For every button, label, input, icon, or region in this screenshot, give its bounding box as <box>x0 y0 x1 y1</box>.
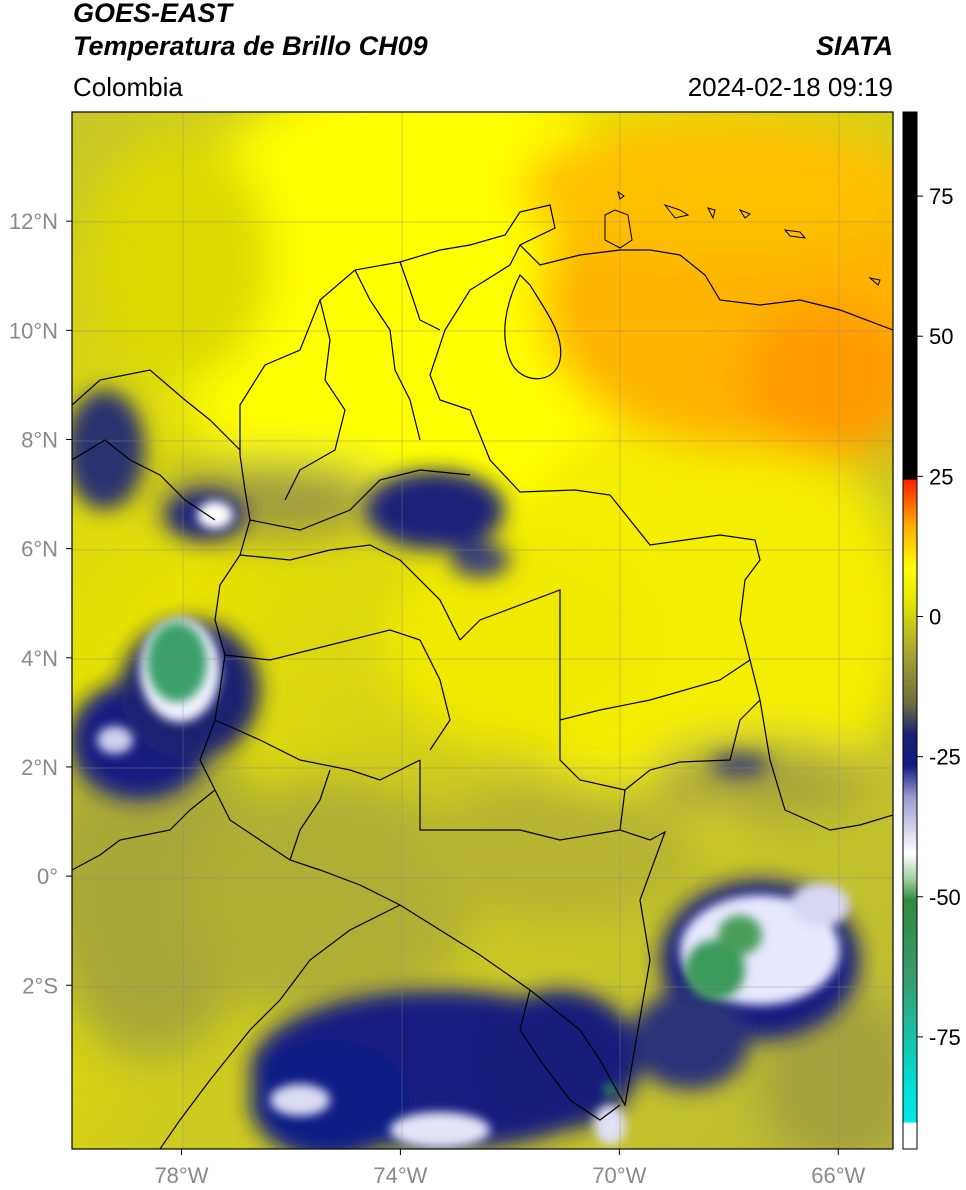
brightness-temperature-field <box>72 112 893 1149</box>
colorbar-tick-label: -75 <box>929 1025 961 1050</box>
lat-label: 10°N <box>9 318 58 343</box>
datetime-label: 2024-02-18 09:19 <box>687 72 893 102</box>
colorbar-gradient <box>903 112 917 1149</box>
satellite-title: GOES-EAST <box>73 0 233 28</box>
lon-label: 74°W <box>373 1163 427 1188</box>
colorbar-ticks: 75 50 25 0 -25 -50 -75 <box>917 184 961 1050</box>
colorbar-tick-label: 0 <box>929 604 941 629</box>
colorbar-tick-label: -25 <box>929 745 961 770</box>
lat-label: 2°N <box>21 755 58 780</box>
longitude-labels: 78°W 74°W 70°W 66°W <box>154 1163 865 1188</box>
product-title: Temperatura de Brillo CH09 <box>73 31 428 61</box>
lat-label: 6°N <box>21 537 58 562</box>
lat-label: 4°N <box>21 646 58 671</box>
lon-label: 70°W <box>592 1163 646 1188</box>
brand-label: SIATA <box>816 31 893 61</box>
caribbean-islands <box>604 190 881 286</box>
country-borders <box>72 204 893 1149</box>
colorbar-tick-label: 75 <box>929 184 953 209</box>
colorbar-frame <box>902 111 918 1150</box>
latitude-labels: 12°N 10°N 8°N 6°N 4°N 2°N 0° 2°S <box>9 209 58 998</box>
colorbar-tick-label: -50 <box>929 885 961 910</box>
region-label: Colombia <box>73 72 183 102</box>
axis-ticks <box>66 220 839 1155</box>
colorbar-tick-label: 50 <box>929 324 953 349</box>
lat-label: 2°S <box>22 973 58 998</box>
lat-label: 8°N <box>21 427 58 452</box>
lat-label: 0° <box>37 864 58 889</box>
lon-label: 78°W <box>154 1163 208 1188</box>
lon-label: 66°W <box>811 1163 865 1188</box>
map-frame <box>71 111 894 1150</box>
colorbar-tick-label: 25 <box>929 464 953 489</box>
lat-label: 12°N <box>9 209 58 234</box>
colorbar: 75 50 25 0 -25 -50 -75 <box>902 111 961 1150</box>
